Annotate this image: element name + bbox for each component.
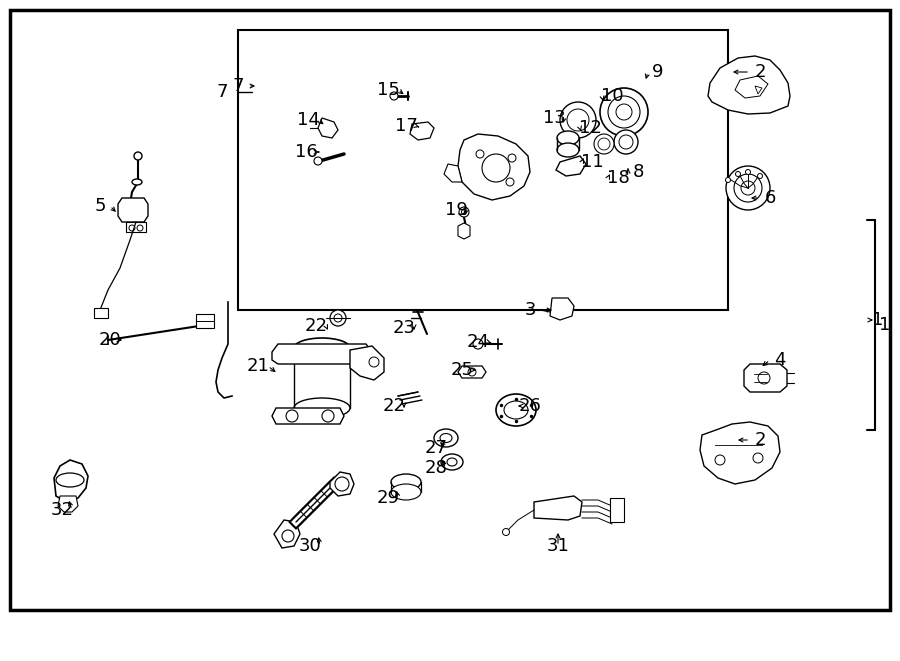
Ellipse shape — [441, 454, 463, 470]
Text: 9: 9 — [652, 63, 664, 81]
Polygon shape — [350, 346, 384, 380]
Bar — [126, 222, 146, 232]
Polygon shape — [550, 298, 574, 320]
Text: 10: 10 — [600, 87, 624, 105]
Text: 27: 27 — [425, 439, 447, 457]
Text: 12: 12 — [579, 119, 601, 137]
Text: 31: 31 — [546, 537, 570, 555]
Polygon shape — [744, 364, 787, 392]
Polygon shape — [118, 198, 148, 222]
Circle shape — [330, 310, 346, 326]
Ellipse shape — [434, 429, 458, 447]
Text: 23: 23 — [392, 319, 416, 337]
Text: 18: 18 — [607, 169, 629, 187]
Text: 25: 25 — [451, 361, 473, 379]
Bar — [610, 498, 624, 522]
Text: 4: 4 — [774, 351, 786, 369]
Text: 5: 5 — [94, 197, 106, 215]
Circle shape — [735, 171, 741, 176]
Polygon shape — [444, 164, 462, 182]
Text: 1: 1 — [879, 316, 890, 334]
Polygon shape — [330, 472, 354, 496]
Circle shape — [459, 207, 469, 217]
Text: 32: 32 — [50, 501, 74, 519]
Bar — [94, 308, 108, 318]
Polygon shape — [556, 156, 586, 176]
Ellipse shape — [294, 398, 350, 418]
Ellipse shape — [294, 338, 350, 358]
Circle shape — [600, 88, 648, 136]
Text: 11: 11 — [580, 153, 603, 171]
Text: 28: 28 — [425, 459, 447, 477]
Ellipse shape — [391, 484, 421, 500]
Text: 1: 1 — [872, 311, 884, 329]
Text: 7: 7 — [232, 77, 244, 95]
Polygon shape — [58, 496, 78, 512]
Polygon shape — [735, 76, 768, 98]
Text: 21: 21 — [247, 357, 269, 375]
Text: 13: 13 — [543, 109, 565, 127]
Text: 3: 3 — [524, 301, 536, 319]
Circle shape — [134, 152, 142, 160]
Circle shape — [390, 92, 398, 100]
Text: 24: 24 — [466, 333, 490, 351]
Circle shape — [314, 157, 322, 165]
Circle shape — [614, 130, 638, 154]
Polygon shape — [534, 496, 582, 520]
Polygon shape — [318, 118, 338, 138]
Text: 2: 2 — [754, 63, 766, 81]
Text: 17: 17 — [394, 117, 418, 135]
Text: 29: 29 — [376, 489, 400, 507]
Circle shape — [725, 178, 731, 182]
Polygon shape — [700, 422, 780, 484]
Ellipse shape — [56, 473, 84, 487]
Circle shape — [594, 134, 614, 154]
Circle shape — [745, 169, 751, 175]
Circle shape — [502, 529, 509, 535]
Text: 26: 26 — [518, 397, 542, 415]
Text: 6: 6 — [764, 189, 776, 207]
Polygon shape — [272, 408, 344, 424]
Text: 14: 14 — [297, 111, 320, 129]
Text: 7: 7 — [217, 83, 228, 101]
Text: 8: 8 — [633, 163, 643, 181]
Circle shape — [758, 173, 762, 178]
Text: 19: 19 — [445, 201, 467, 219]
Text: 22: 22 — [304, 317, 328, 335]
Polygon shape — [274, 520, 300, 548]
Text: 16: 16 — [294, 143, 318, 161]
Ellipse shape — [132, 179, 142, 185]
Text: 20: 20 — [99, 331, 122, 349]
Ellipse shape — [496, 394, 536, 426]
Text: 30: 30 — [299, 537, 321, 555]
Polygon shape — [458, 366, 486, 378]
Polygon shape — [708, 56, 790, 114]
Text: 15: 15 — [376, 81, 400, 99]
Polygon shape — [410, 122, 434, 140]
Bar — [238, 30, 728, 310]
Polygon shape — [458, 134, 530, 200]
Polygon shape — [54, 460, 88, 502]
Circle shape — [726, 166, 770, 210]
Bar — [196, 314, 214, 328]
Polygon shape — [458, 223, 470, 239]
Text: 22: 22 — [382, 397, 406, 415]
Text: 2: 2 — [754, 431, 766, 449]
Ellipse shape — [557, 143, 579, 157]
Circle shape — [473, 339, 483, 349]
Ellipse shape — [391, 474, 421, 490]
Ellipse shape — [557, 131, 579, 145]
Polygon shape — [272, 344, 372, 364]
Circle shape — [560, 102, 596, 138]
